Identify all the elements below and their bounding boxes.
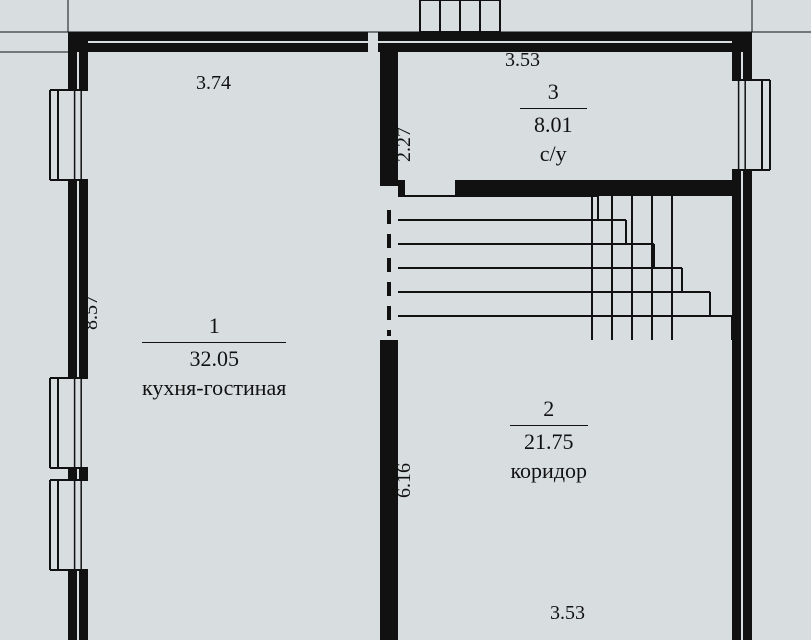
room-3-label: 3 8.01 с/у (520, 78, 587, 168)
room-1-number: 1 (142, 312, 286, 342)
dim-bath-h: 2.27 (393, 127, 416, 162)
dim-top-left: 3.74 (196, 72, 231, 95)
dim-left-h: 8.57 (80, 295, 103, 330)
dim-top-right: 3.53 (505, 49, 540, 72)
room-1-name: кухня-гостиная (142, 374, 286, 402)
room-3-number: 3 (520, 78, 587, 108)
dim-mid-h: 6.16 (393, 463, 416, 498)
room-3-name: с/у (520, 140, 587, 168)
room-2-name: коридор (510, 457, 588, 485)
room-2-label: 2 21.75 коридор (510, 395, 588, 485)
floor-plan (0, 0, 811, 640)
room-1-area: 32.05 (142, 342, 286, 373)
dim-bottom-r: 3.53 (550, 602, 585, 625)
room-2-number: 2 (510, 395, 588, 425)
room-2-area: 21.75 (510, 425, 588, 456)
room-3-area: 8.01 (520, 108, 587, 139)
room-1-label: 1 32.05 кухня-гостиная (142, 312, 286, 402)
